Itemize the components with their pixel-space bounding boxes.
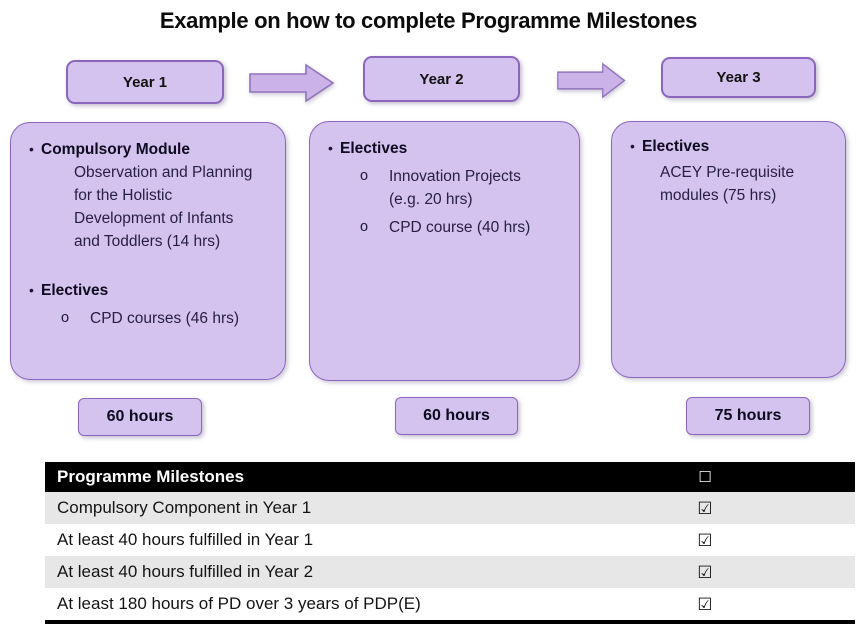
checkbox-checked-icon[interactable]: ☑ — [697, 562, 713, 582]
milestone-label: Compulsory Component in Year 1 — [57, 498, 312, 517]
milestone-label: At least 40 hours fulfilled in Year 2 — [57, 562, 314, 581]
elective-item: Innovation Projects (e.g. 20 hrs) — [389, 168, 521, 208]
table-row: At least 40 hours fulfilled in Year 1 ☑ — [45, 524, 855, 556]
module-header: Compulsory Module — [41, 141, 190, 158]
circle-bullet-icon: o — [360, 168, 369, 184]
electives-header: Electives — [340, 140, 408, 157]
electives-header: Electives — [41, 282, 109, 299]
list-item: • Electives — [11, 279, 285, 302]
checkbox-empty-icon[interactable]: ☐ — [698, 468, 712, 486]
bullet-icon: • — [328, 140, 333, 156]
list-item: • Electives — [612, 135, 845, 158]
year-2-label: Year 2 — [419, 70, 464, 88]
page-title: Example on how to complete Programme Mil… — [159, 8, 698, 33]
year-1-label: Year 1 — [122, 73, 168, 91]
bullet-icon: • — [630, 138, 635, 154]
arrow-right-icon — [249, 63, 335, 103]
circle-bullet-icon: o — [61, 310, 70, 326]
bullet-icon: • — [29, 141, 34, 157]
bullet-icon: • — [29, 282, 34, 298]
checkbox-checked-icon[interactable]: ☑ — [697, 594, 713, 614]
table-row: At least 40 hours fulfilled in Year 2 ☑ — [45, 556, 855, 588]
hours-label: 60 hours — [106, 408, 174, 425]
list-item: o CPD courses (46 hrs) — [11, 307, 285, 330]
hours-label: 60 hours — [423, 407, 490, 424]
list-item: o CPD course (40 hrs) — [310, 216, 579, 239]
list-item: o Innovation Projects (e.g. 20 hrs) — [310, 165, 579, 211]
checkbox-checked-icon[interactable]: ☑ — [697, 498, 713, 518]
elective-item: CPD courses (46 hrs) — [90, 310, 240, 327]
milestones-table: Programme Milestones ☐ Compulsory Compon… — [45, 462, 855, 624]
list-item: • Electives — [310, 137, 579, 160]
year-1-hours-badge: 60 hours — [78, 398, 202, 436]
list-item: • Compulsory Module — [11, 138, 285, 161]
electives-header: Electives — [642, 138, 710, 155]
table-row: At least 180 hours of PD over 3 years of… — [45, 588, 855, 620]
year-3-content-box: • Electives ACEY Pre-requisite modules (… — [611, 121, 846, 378]
milestone-label: At least 180 hours of PD over 3 years of… — [57, 594, 421, 613]
arrow-right-icon — [557, 62, 626, 99]
module-description: ACEY Pre-requisite modules (75 hrs) — [660, 164, 795, 204]
year-3-box: Year 3 — [661, 57, 816, 98]
year-2-content-box: • Electives o Innovation Projects (e.g. … — [309, 121, 580, 381]
year-2-hours-badge: 60 hours — [395, 397, 518, 435]
elective-item: CPD course (40 hrs) — [389, 219, 531, 236]
circle-bullet-icon: o — [360, 219, 369, 235]
year-1-box: Year 1 — [66, 60, 224, 104]
table-row: Compulsory Component in Year 1 ☑ — [45, 492, 855, 524]
milestone-label: At least 40 hours fulfilled in Year 1 — [57, 530, 314, 549]
checkbox-checked-icon[interactable]: ☑ — [697, 530, 713, 550]
year-2-box: Year 2 — [363, 56, 520, 102]
year-1-content-box: • Compulsory Module Observation and Plan… — [10, 122, 286, 380]
year-3-label: Year 3 — [716, 69, 761, 86]
module-description: Observation and Planning for the Holisti… — [74, 164, 253, 250]
hours-label: 75 hours — [714, 407, 782, 424]
table-header-row: Programme Milestones ☐ — [45, 462, 855, 492]
year-3-hours-badge: 75 hours — [686, 397, 810, 435]
table-header-title: Programme Milestones — [57, 467, 245, 486]
